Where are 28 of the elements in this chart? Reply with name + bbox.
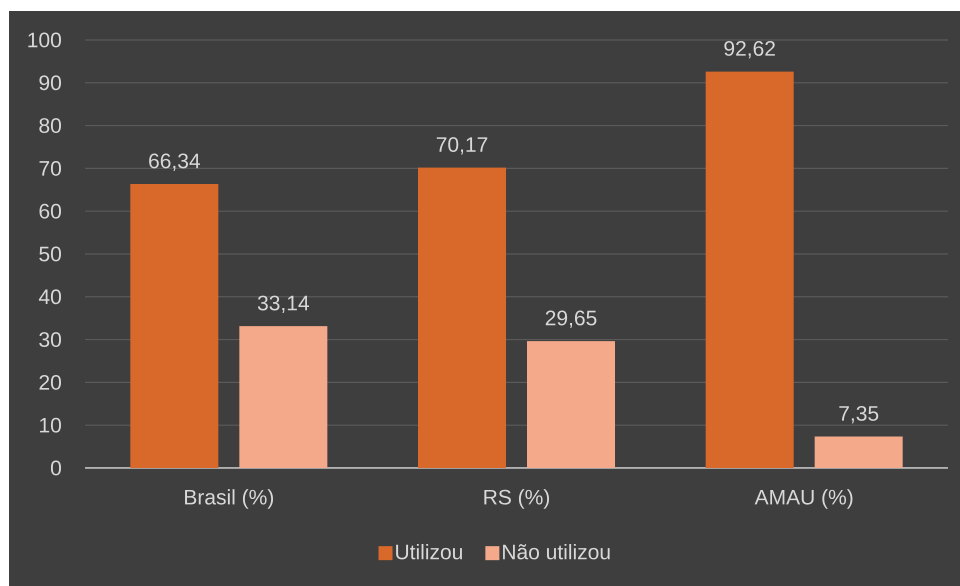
y-tick-label: 50	[39, 246, 61, 262]
bar	[239, 326, 328, 468]
y-tick-label: 20	[40, 374, 61, 390]
y-tick-label: 10	[40, 418, 61, 433]
x-tick-label: AMAU (%)	[754, 489, 852, 509]
bar	[527, 341, 616, 468]
data-label: 66,34	[149, 154, 200, 171]
legend-label: Não utilizou	[503, 544, 610, 560]
y-tick-label: 90	[39, 75, 61, 90]
x-tick-label: Brasil (%)	[185, 489, 274, 509]
x-tick-label: RS (%)	[484, 489, 550, 509]
data-label: 33,14	[258, 296, 309, 313]
y-tick-label: 100	[28, 32, 61, 48]
bar	[814, 436, 903, 468]
y-tick-label: 30	[39, 332, 61, 348]
y-tick-label: 70	[40, 160, 61, 176]
y-tick-label: 80	[39, 118, 61, 134]
data-label: 70,17	[436, 137, 488, 154]
data-label: 92,62	[724, 41, 775, 58]
bar	[418, 168, 506, 468]
legend-label: Utilizou	[396, 544, 462, 560]
y-tick-label: 0	[50, 460, 61, 476]
bar	[130, 184, 218, 468]
y-tick-label: 40	[38, 289, 61, 304]
y-tick-label: 60	[40, 204, 61, 219]
data-label: 7,35	[839, 406, 878, 424]
data-label: 29,65	[546, 310, 596, 328]
bar	[706, 72, 794, 468]
